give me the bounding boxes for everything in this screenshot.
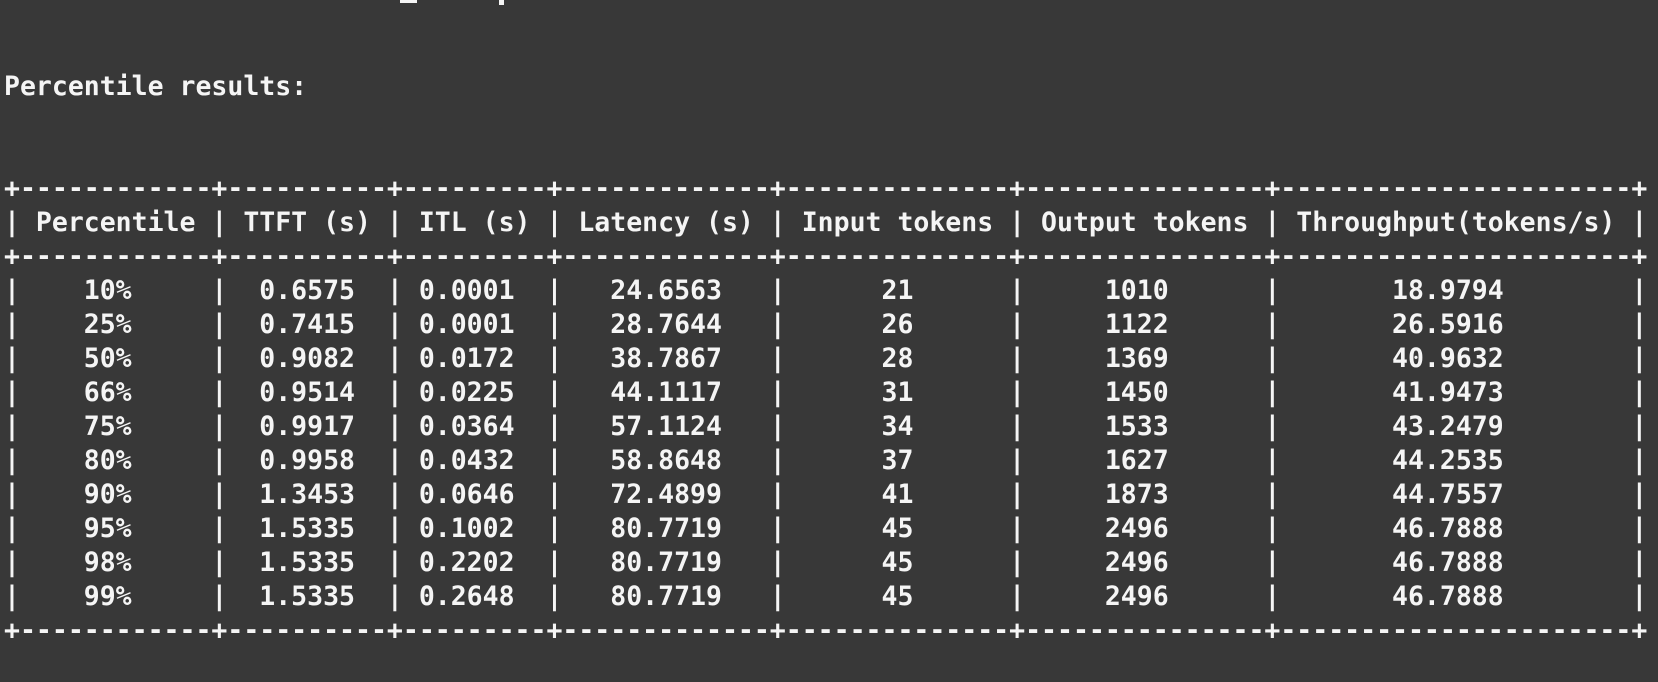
- percentile-results-table: +------------+----------+---------+-----…: [4, 173, 1648, 646]
- cutoff-prev-line-fragment: [499, 0, 504, 5]
- percentile-results-title: Percentile results:: [4, 71, 308, 102]
- terminal-screen: { "terminal": { "bg_color": "#383838", "…: [4, 0, 1648, 646]
- cutoff-prev-line-fragment: [400, 0, 417, 3]
- terminal-output: Percentile results: +------------+------…: [4, 2, 1647, 682]
